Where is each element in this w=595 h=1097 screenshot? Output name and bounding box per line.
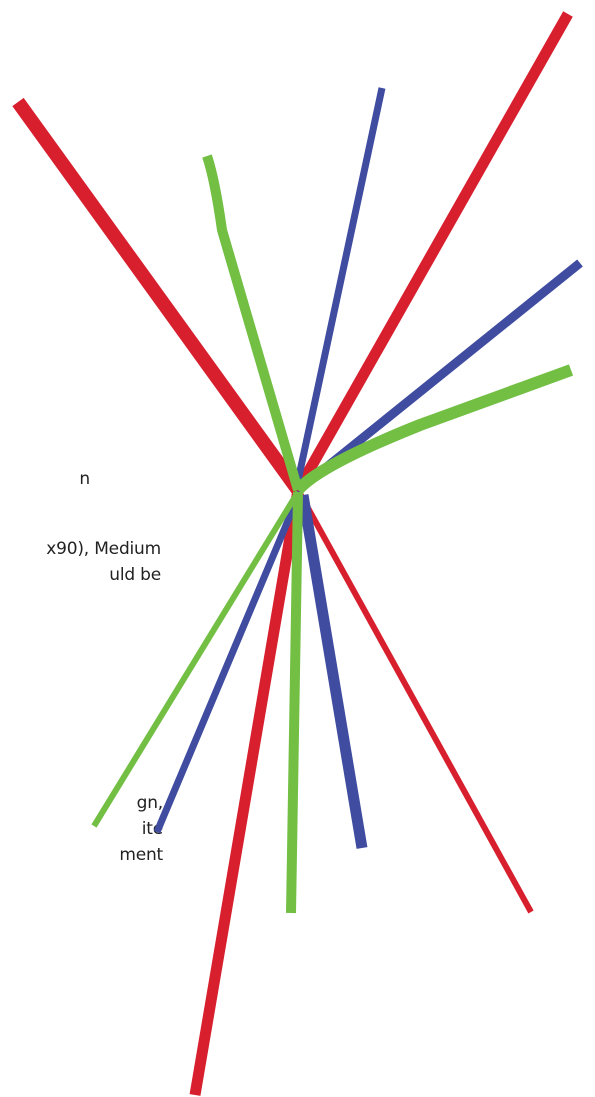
text-line: ment [119,845,163,865]
text-fragment-middle: x90), Medium uld be [46,536,161,588]
blue-stroke-upper [292,87,386,491]
text-line: n [79,469,90,489]
text-line: uld be [109,565,161,585]
green-stroke-lower [286,491,303,914]
blue-stroke-lower-right [297,494,368,849]
blue-stroke-lower-left [153,490,304,834]
green-stroke-right [293,364,574,495]
text-fragment-top: n [79,466,90,492]
red-stroke-lower-right [295,488,534,914]
red-stroke-upper-right [293,11,573,493]
text-line: gn, [136,793,164,813]
red-stroke-upper-left [12,97,304,495]
green-stroke-lower-left [91,490,301,828]
red-stroke-lower [189,489,304,1096]
text-line: x90), Medium [46,539,161,559]
green-stroke-upper [202,154,303,492]
